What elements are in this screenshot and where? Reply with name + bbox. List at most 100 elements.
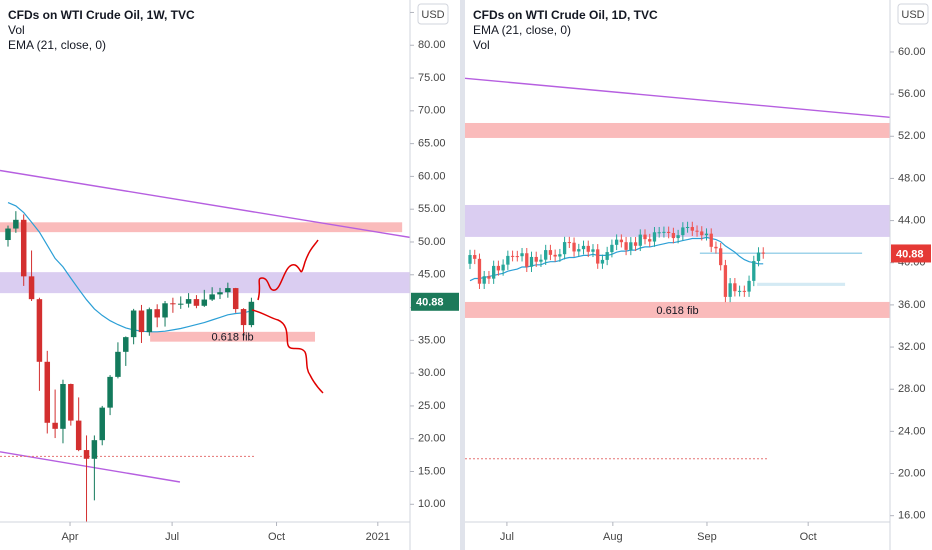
- y-tick-label: 80.00: [418, 39, 446, 51]
- currency-label: USD: [901, 9, 924, 21]
- zone: [0, 272, 410, 294]
- pane-divider: [460, 0, 465, 550]
- candle-body: [496, 265, 501, 271]
- y-tick-label: 30.00: [418, 367, 446, 379]
- x-tick-label: Apr: [61, 531, 78, 543]
- candle-body: [681, 227, 685, 236]
- candle-body: [477, 258, 482, 284]
- candle-body: [657, 232, 661, 234]
- candle-body: [733, 283, 737, 292]
- zone-label: 0.618 fib: [211, 332, 253, 344]
- candle-body: [676, 235, 680, 239]
- candle-body: [742, 290, 746, 292]
- candle-body: [685, 227, 690, 229]
- candle-body: [492, 265, 496, 279]
- y-tick-label: 16.00: [898, 510, 926, 522]
- zone-label: 0.618 fib: [656, 305, 698, 317]
- candle-body: [91, 440, 98, 459]
- candle-body: [99, 407, 105, 441]
- candle-body: [723, 265, 728, 297]
- candle-body: [115, 351, 121, 377]
- last-price-label: 40.88: [416, 297, 444, 309]
- pane-left: 0.618 fib: [0, 169, 410, 522]
- candle-body: [185, 299, 192, 304]
- candle-body: [643, 234, 647, 240]
- candle-body: [756, 252, 761, 262]
- candle-body: [529, 256, 534, 267]
- chart-title: CFDs on WTI Crude Oil, 1D, TVC: [473, 8, 658, 22]
- x-tick-label: Sep: [697, 531, 717, 543]
- candle-body: [652, 232, 657, 242]
- candle-body: [553, 254, 557, 257]
- candle-body: [700, 231, 704, 236]
- y-tick-label: 25.00: [418, 400, 446, 412]
- candle-body: [539, 259, 543, 262]
- candle-body: [138, 310, 145, 333]
- candle-body: [162, 303, 168, 318]
- y-tick-label: 55.00: [418, 203, 446, 215]
- y-tick-label: 44.00: [898, 214, 926, 226]
- candle-body: [690, 227, 694, 231]
- indicator-label: Vol: [473, 38, 490, 52]
- zone: [150, 331, 315, 342]
- candle-body: [648, 239, 652, 242]
- y-tick-label: 32.00: [898, 341, 926, 353]
- candle-body: [619, 239, 624, 243]
- candle-body: [28, 276, 35, 300]
- y-tick-label: 10.00: [418, 498, 446, 510]
- indicator-label: EMA (21, close, 0): [8, 38, 106, 52]
- indicator-label: EMA (21, close, 0): [473, 23, 571, 37]
- candle-body: [83, 450, 90, 459]
- candle-body: [487, 276, 491, 279]
- currency-box: [417, 3, 449, 25]
- candle-body: [534, 256, 538, 262]
- x-tick-label: Jul: [165, 531, 179, 543]
- x-tick-label: Oct: [268, 531, 285, 543]
- candle-body: [75, 420, 82, 451]
- candle-body: [36, 299, 43, 362]
- candle-body: [714, 246, 718, 249]
- candle-body: [248, 301, 255, 326]
- candle-body: [671, 233, 676, 239]
- ema-line: [469, 236, 764, 282]
- y-tick-label: 24.00: [898, 425, 926, 437]
- currency-box: [897, 3, 929, 25]
- y-tick-label: 75.00: [418, 72, 446, 84]
- candle-body: [719, 248, 723, 266]
- y-tick-label: 35.00: [418, 334, 446, 346]
- candle-body: [515, 256, 519, 258]
- candle-body: [44, 361, 51, 423]
- candle-body: [638, 234, 642, 246]
- candle-body: [761, 252, 765, 254]
- candle-body: [146, 309, 153, 333]
- candle-body: [695, 230, 699, 232]
- candle-body: [482, 276, 486, 284]
- candle-body: [20, 219, 27, 277]
- candle-body: [68, 384, 74, 421]
- candle-body: [624, 242, 628, 250]
- candle-body: [193, 299, 200, 306]
- candle-body: [704, 233, 709, 236]
- candle-body: [240, 309, 247, 326]
- candle-body: [209, 294, 215, 300]
- drawn-path: [257, 239, 319, 301]
- candle-body: [728, 283, 732, 297]
- candle-body: [605, 252, 609, 260]
- x-tick-label: Aug: [603, 531, 623, 543]
- y-tick-label: 52.00: [898, 130, 926, 142]
- y-tick-label: 15.00: [418, 465, 446, 477]
- y-tick-label: 36.00: [898, 299, 926, 311]
- trend-line: [0, 169, 410, 239]
- candle-body: [662, 231, 666, 233]
- indicator-label: Vol: [8, 23, 25, 37]
- candle-body: [577, 249, 581, 252]
- candle-body: [468, 255, 472, 264]
- x-tick-label: 2021: [366, 531, 390, 543]
- candle-body: [473, 255, 477, 259]
- candle-body: [747, 280, 751, 292]
- candle-body: [123, 337, 129, 352]
- candle-body: [572, 242, 576, 252]
- pane-right: 0.618 fib: [465, 77, 890, 460]
- chart-title: CFDs on WTI Crude Oil, 1W, TVC: [8, 8, 195, 22]
